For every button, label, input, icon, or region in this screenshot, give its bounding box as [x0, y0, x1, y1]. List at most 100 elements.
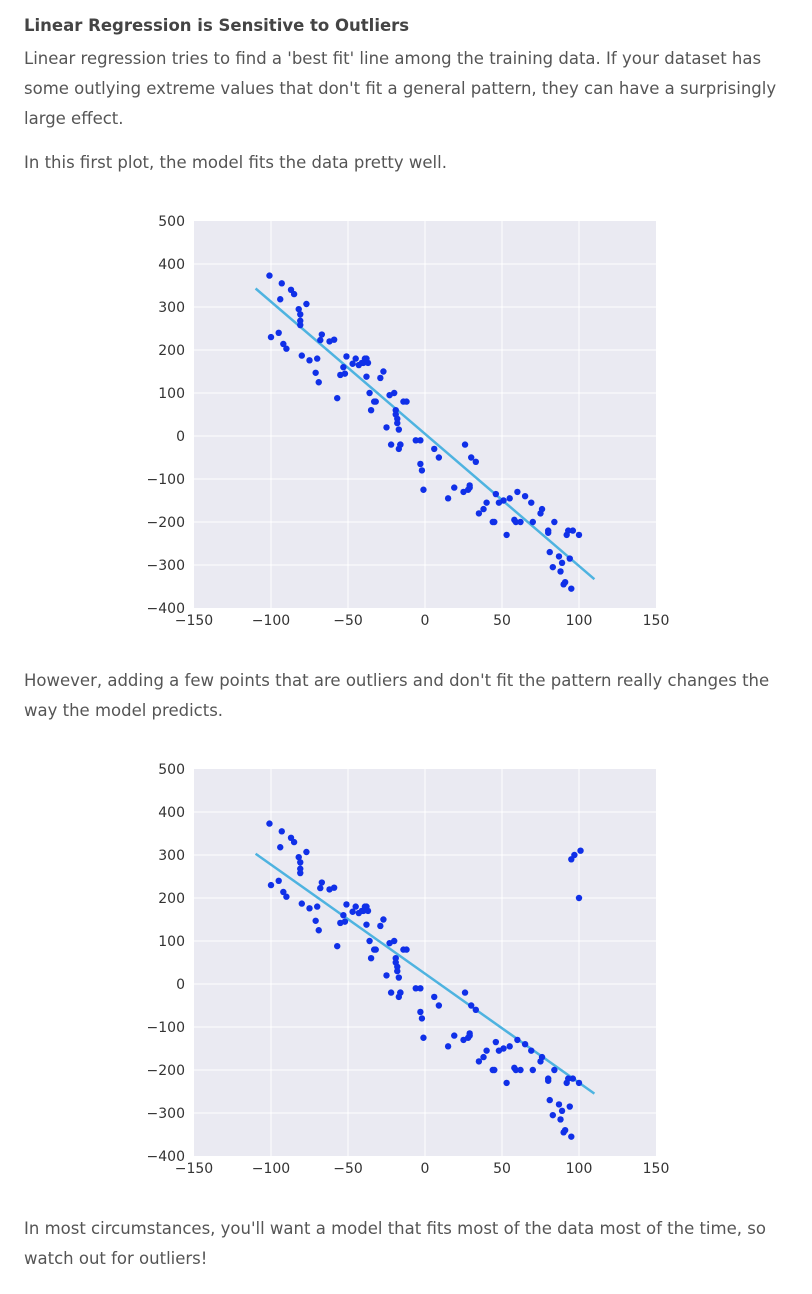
data-point — [372, 398, 379, 405]
data-point — [318, 331, 326, 338]
x-tick-label: 0 — [421, 613, 430, 629]
data-point — [555, 553, 563, 560]
data-point — [568, 1133, 575, 1140]
y-tick-label: 200 — [158, 891, 185, 907]
data-point — [403, 946, 410, 953]
data-point — [468, 1002, 475, 1009]
data-point — [266, 272, 273, 279]
data-point — [367, 955, 375, 962]
data-point — [466, 1030, 473, 1037]
data-point — [512, 1066, 520, 1074]
data-point — [551, 1066, 558, 1074]
data-point — [392, 955, 399, 962]
data-point — [394, 967, 401, 975]
data-point — [557, 1116, 564, 1123]
data-point — [314, 355, 321, 362]
data-point — [521, 1041, 529, 1048]
regression-line — [254, 287, 596, 581]
data-point — [521, 493, 529, 500]
data-point — [275, 329, 282, 336]
data-point — [444, 1043, 452, 1050]
data-point — [341, 370, 349, 377]
second-plot-caption: However, adding a few points that are ou… — [24, 671, 770, 720]
data-point — [290, 290, 298, 298]
data-point — [303, 848, 310, 856]
data-point — [568, 585, 575, 592]
data-point — [394, 419, 401, 427]
data-point — [561, 1127, 569, 1134]
x-tick-label: −50 — [333, 613, 363, 629]
data-point — [566, 555, 573, 562]
data-point — [444, 495, 452, 502]
data-point — [555, 1101, 563, 1108]
data-point — [461, 989, 469, 996]
data-point — [528, 1047, 535, 1054]
x-tick-label: 50 — [493, 613, 511, 629]
regression-line — [254, 852, 596, 1095]
data-point — [575, 894, 583, 902]
data-point — [566, 1103, 573, 1110]
data-point — [435, 1002, 443, 1009]
data-point — [334, 394, 341, 402]
data-point — [315, 379, 322, 386]
data-point — [480, 505, 487, 513]
y-tick-label: −300 — [147, 558, 185, 574]
data-point — [417, 1008, 424, 1016]
data-point — [312, 369, 319, 376]
data-point — [380, 368, 387, 375]
data-point — [298, 352, 305, 359]
data-point — [546, 548, 553, 556]
conclusion-paragraph: In most circumstances, you'll want a mod… — [24, 1219, 766, 1268]
data-point — [314, 903, 321, 910]
data-point — [343, 353, 350, 360]
data-point — [461, 441, 469, 448]
data-point — [267, 333, 275, 341]
data-point — [283, 893, 290, 900]
data-point — [491, 518, 498, 526]
data-point — [431, 445, 438, 453]
data-point — [280, 340, 287, 348]
y-tick-label: −400 — [147, 1149, 185, 1165]
data-point — [417, 460, 424, 468]
data-point — [420, 1034, 427, 1041]
data-point — [334, 942, 341, 950]
data-point — [341, 918, 349, 925]
x-tick-label: 150 — [643, 613, 670, 629]
data-point — [561, 579, 569, 586]
x-tick-label: 0 — [421, 1161, 430, 1177]
data-point — [557, 568, 564, 575]
data-point — [506, 1043, 513, 1050]
data-point — [480, 1053, 487, 1061]
y-tick-label: −100 — [147, 1020, 185, 1036]
data-point — [575, 531, 583, 539]
data-point — [377, 922, 384, 930]
data-point — [549, 563, 557, 571]
x-tick-label: 100 — [566, 613, 593, 629]
y-tick-label: 0 — [176, 429, 185, 445]
data-point — [492, 1038, 500, 1046]
data-point — [391, 937, 398, 945]
data-point — [277, 296, 284, 303]
y-tick-label: −400 — [147, 601, 185, 617]
scatter-chart-fit: −150 −100 −50 0 50 100 150 500 400 300 200 100 0 −100… — [147, 214, 670, 629]
data-point — [303, 300, 310, 308]
data-point — [420, 486, 427, 493]
article-title: Linear Regression is Sensitive to Outlie… — [24, 16, 410, 35]
data-point — [528, 499, 535, 506]
y-tick-label: 300 — [158, 848, 185, 864]
data-point — [315, 927, 322, 934]
x-tick-label: −150 — [175, 613, 213, 629]
data-point — [558, 1107, 566, 1115]
data-point — [575, 1079, 583, 1087]
data-point — [349, 360, 356, 367]
data-point — [514, 1036, 521, 1044]
data-point — [391, 389, 398, 397]
data-point — [343, 901, 350, 908]
data-point — [330, 884, 338, 891]
data-point — [266, 820, 273, 827]
data-point — [372, 946, 379, 953]
data-point — [306, 357, 313, 364]
data-point — [297, 321, 304, 329]
data-point — [418, 1015, 426, 1022]
data-point — [472, 458, 480, 465]
